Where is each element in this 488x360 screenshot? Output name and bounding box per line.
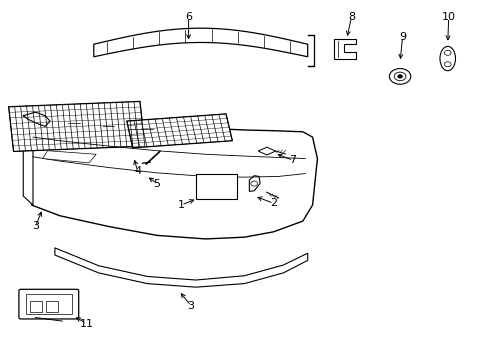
- Polygon shape: [94, 28, 307, 57]
- Text: 8: 8: [347, 13, 354, 22]
- Text: 3: 3: [187, 301, 194, 311]
- Text: 7: 7: [289, 156, 296, 165]
- Text: 3: 3: [32, 221, 39, 231]
- Text: 11: 11: [80, 319, 93, 329]
- Circle shape: [397, 75, 402, 78]
- Text: 6: 6: [184, 13, 192, 22]
- Polygon shape: [258, 147, 275, 155]
- FancyBboxPatch shape: [196, 174, 237, 199]
- Polygon shape: [42, 151, 96, 163]
- FancyBboxPatch shape: [19, 289, 79, 319]
- Polygon shape: [31, 116, 317, 239]
- Text: 4: 4: [134, 166, 141, 176]
- Text: 1: 1: [178, 200, 184, 210]
- Text: 5: 5: [153, 179, 160, 189]
- Polygon shape: [126, 114, 232, 148]
- Polygon shape: [9, 102, 144, 152]
- Polygon shape: [23, 116, 33, 205]
- Text: 10: 10: [441, 13, 455, 22]
- Polygon shape: [55, 248, 307, 287]
- Text: 2: 2: [269, 198, 277, 208]
- Text: 9: 9: [398, 32, 405, 42]
